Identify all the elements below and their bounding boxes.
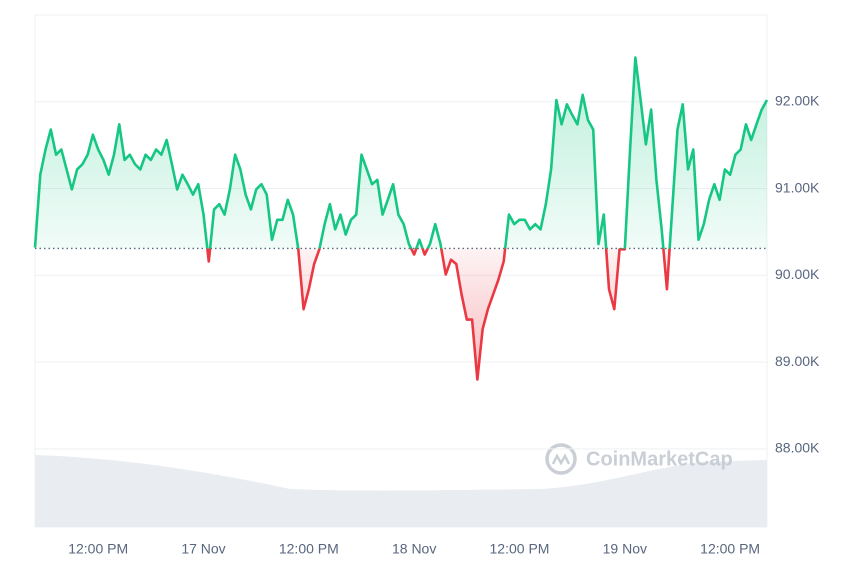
y-tick-label: 92.00K xyxy=(775,92,820,108)
price-line xyxy=(33,56,769,381)
x-tick-label: 19 Nov xyxy=(603,541,647,557)
price-area xyxy=(35,57,767,380)
x-tick-label: 17 Nov xyxy=(181,541,225,557)
y-tick-label: 88.00K xyxy=(775,440,820,456)
x-tick-label: 12:00 PM xyxy=(68,541,128,557)
x-tick-label: 12:00 PM xyxy=(700,541,760,557)
watermark-text: CoinMarketCap xyxy=(586,448,733,470)
x-tick-label: 12:00 PM xyxy=(279,541,339,557)
volume-area xyxy=(35,455,767,527)
watermark: CoinMarketCap xyxy=(545,443,733,475)
y-tick-label: 91.00K xyxy=(775,179,820,195)
x-tick-label: 18 Nov xyxy=(392,541,436,557)
y-tick-label: 89.00K xyxy=(775,353,820,369)
y-tick-label: 90.00K xyxy=(775,266,820,282)
x-tick-label: 12:00 PM xyxy=(490,541,550,557)
